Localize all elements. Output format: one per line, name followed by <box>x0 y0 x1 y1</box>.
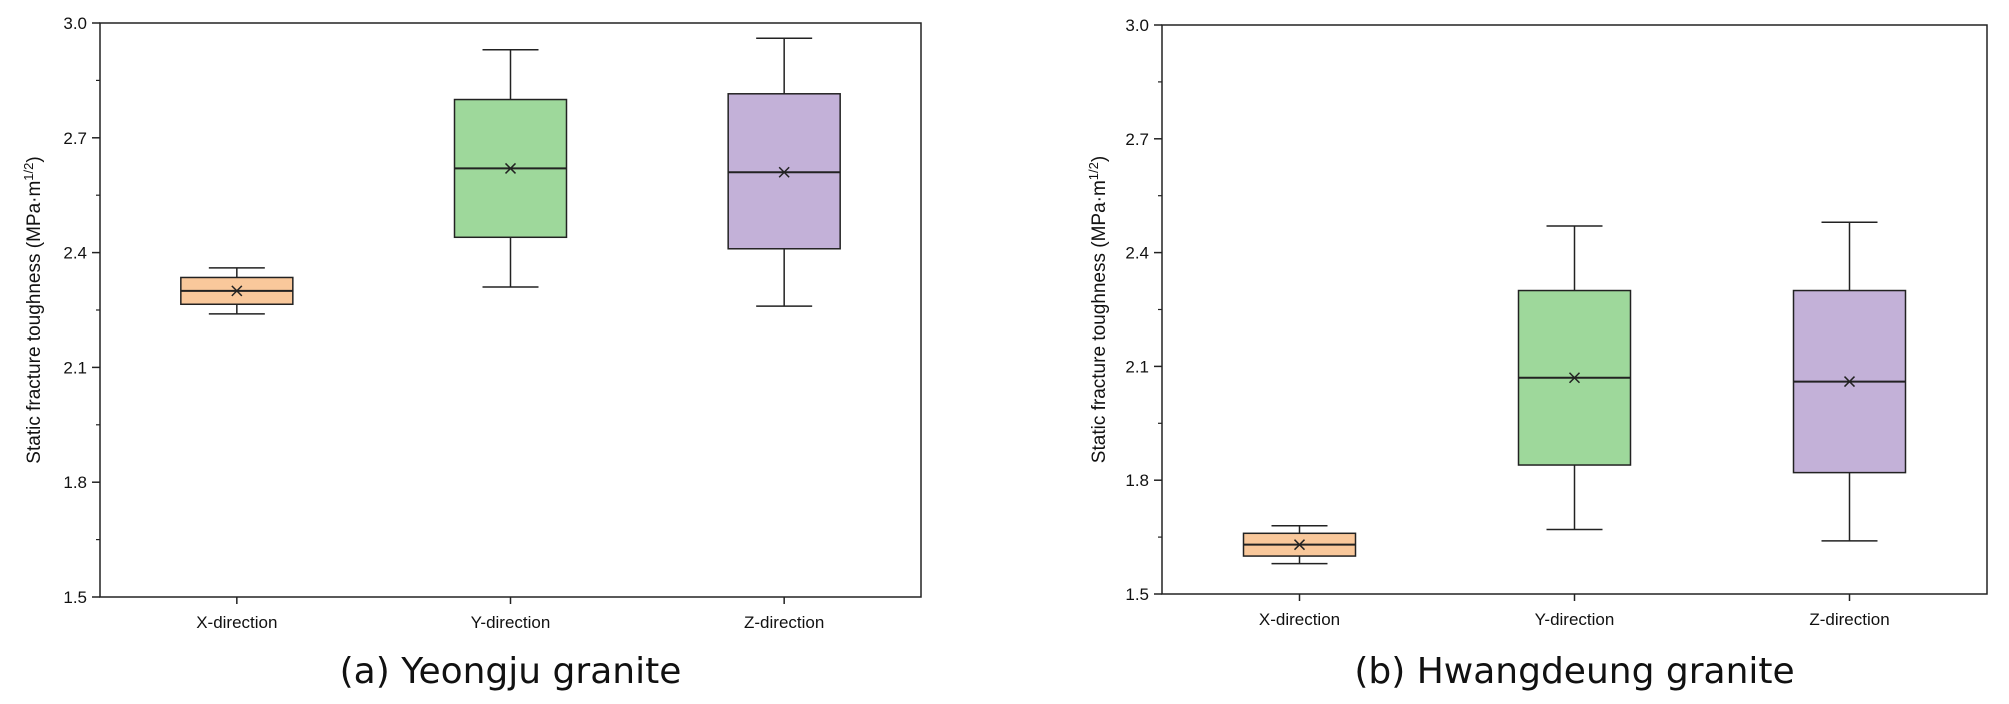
x-category-label: Z-direction <box>744 613 824 632</box>
y-axis-title-main: Static fracture toughness (MPa·m <box>1089 180 1110 463</box>
chart-panel-a: 1.5 1.8 2.1 2.4 2.7 3.0 Static fracture toughn… <box>21 14 922 692</box>
mean-marker <box>1293 539 1306 551</box>
y-axis-title-end: ) <box>1089 156 1110 162</box>
mean-marker <box>231 285 243 297</box>
y-axis-title-superscript: 1/2 <box>21 163 36 181</box>
box-x-direction: X-direction <box>1242 524 1357 629</box>
y-tick-label: 1.5 <box>1125 585 1149 604</box>
y-tick-label: 3.0 <box>63 14 87 33</box>
x-category-label: Y-direction <box>1535 610 1615 629</box>
y-tick-label: 2.7 <box>63 129 87 148</box>
box-y-direction: Y-direction <box>1517 225 1632 629</box>
mean-marker <box>1568 372 1581 384</box>
box-z-direction: Z-direction <box>727 37 841 632</box>
y-tick-label: 1.5 <box>63 588 87 607</box>
y-tick-label: 2.7 <box>1125 130 1149 149</box>
panel-caption: (b) Hwangdeung granite <box>1354 651 1794 692</box>
y-axis-title-superscript: 1/2 <box>1086 162 1101 180</box>
x-category-label: X-direction <box>196 613 277 632</box>
x-category-label: Y-direction <box>471 613 551 632</box>
y-axis-title-main: Static fracture toughness (MPa·m <box>24 181 45 464</box>
box-z-direction: Z-direction <box>1792 221 1907 629</box>
y-tick-label: 1.8 <box>1125 471 1149 490</box>
chart-panel-b: 1.5 1.8 2.1 2.4 2.7 3.0 Static fracture toughn… <box>1086 16 1988 692</box>
y-tick-label: 3.0 <box>1125 16 1149 35</box>
panel-caption: (a) Yeongju granite <box>340 651 682 692</box>
mean-marker <box>1843 376 1856 388</box>
y-tick-label: 2.4 <box>63 244 87 263</box>
box-y-direction: Y-direction <box>453 49 568 632</box>
y-tick-label: 1.8 <box>63 473 87 492</box>
mean-marker <box>778 166 790 178</box>
x-category-label: X-direction <box>1259 610 1340 629</box>
box-x-direction: X-direction <box>180 267 294 632</box>
y-tick-label: 2.4 <box>1125 244 1149 263</box>
x-category-label: Z-direction <box>1809 610 1889 629</box>
y-axis-title: Static fracture toughness (MPa·m1/2) <box>21 156 45 463</box>
y-axis-title-end: ) <box>24 156 45 162</box>
y-tick-label: 2.1 <box>63 358 87 377</box>
mean-marker <box>504 162 517 174</box>
y-axis-title: Static fracture toughness (MPa·m1/2) <box>1086 156 1110 463</box>
y-tick-label: 2.1 <box>1125 357 1149 376</box>
